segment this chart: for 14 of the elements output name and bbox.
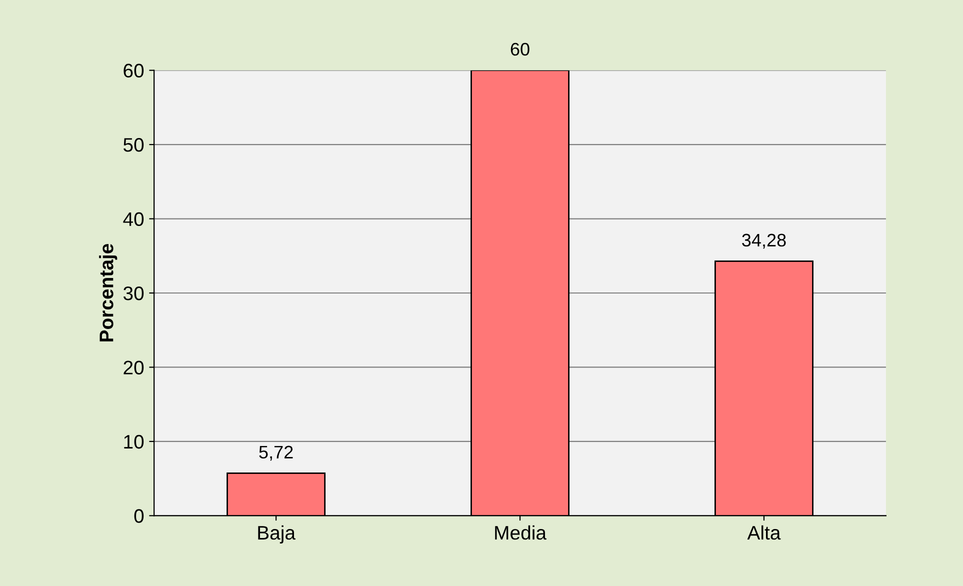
y-tick-label: 40	[123, 212, 144, 226]
data-label: 60	[510, 42, 530, 56]
data-label: 5,72	[259, 446, 293, 461]
x-tick-label: Alta	[747, 525, 781, 540]
y-tick-label: 50	[124, 138, 144, 152]
y-tick-label: 10	[124, 434, 144, 449]
data-label: 34,28	[742, 234, 786, 249]
y-tick-label: 0	[134, 509, 144, 523]
y-tick-label: 60	[124, 64, 144, 78]
y-axis-title: Porcentaje	[99, 244, 118, 342]
x-tick-label: Media	[495, 525, 546, 540]
y-tick-label: 20	[124, 360, 144, 374]
y-tick-label: 30	[123, 286, 144, 300]
x-tick-label: Baja	[258, 525, 296, 544]
